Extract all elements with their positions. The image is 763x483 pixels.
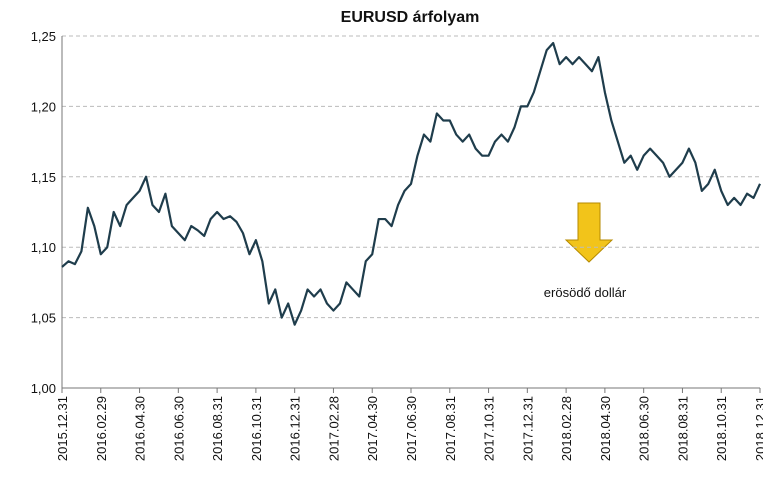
x-tick-label: 2018.06.30 [637, 396, 652, 461]
x-tick-label: 2017.12.31 [520, 396, 535, 461]
arrow [564, 202, 614, 263]
x-tick-label: 2017.04.30 [365, 396, 380, 461]
x-tick-label: 2016.06.30 [171, 396, 186, 461]
y-tick-label: 1,10 [31, 240, 56, 255]
line [61, 41, 761, 326]
x-tick-label: 2017.08.31 [443, 396, 458, 461]
x-tick-label: 2016.12.31 [288, 396, 303, 461]
x-tick-label: 2016.04.30 [133, 396, 148, 461]
x-tick-label: 2018.08.31 [675, 396, 690, 461]
x-tick-label: 2016.02.29 [94, 396, 109, 461]
y-tick-label: 1,15 [31, 170, 56, 185]
x-tick-label: 2017.02.28 [326, 396, 341, 461]
y-tick-label: 1,25 [31, 29, 56, 44]
chart-title: EURUSD árfolyam [341, 9, 480, 26]
x-tick-label: 2018.12.31 [753, 396, 763, 461]
y-tick-label: 1,20 [31, 99, 56, 114]
x-tick-label: 2018.02.28 [559, 396, 574, 461]
x-tick-label: 2017.10.31 [482, 396, 497, 461]
y-tick-label: 1,05 [31, 311, 56, 326]
annotation: erösödő dollár [544, 285, 627, 300]
x-tick-label: 2016.08.31 [210, 396, 225, 461]
x-tick-label: 2017.06.30 [404, 396, 419, 461]
x-tick-label: 2016.10.31 [249, 396, 264, 461]
x-tick-label: 2018.04.30 [598, 396, 613, 461]
x-tick-label: 2018.10.31 [714, 396, 729, 461]
y-tick-label: 1,00 [31, 381, 56, 396]
x-tick-label: 2015.12.31 [55, 396, 70, 461]
